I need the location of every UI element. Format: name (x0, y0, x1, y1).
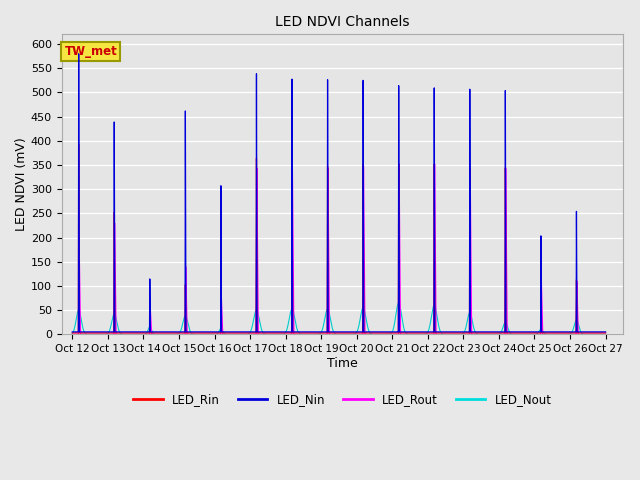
Y-axis label: LED NDVI (mV): LED NDVI (mV) (15, 137, 28, 231)
Title: LED NDVI Channels: LED NDVI Channels (275, 15, 410, 29)
X-axis label: Time: Time (327, 357, 358, 370)
Text: TW_met: TW_met (65, 45, 117, 58)
Legend: LED_Rin, LED_Nin, LED_Rout, LED_Nout: LED_Rin, LED_Nin, LED_Rout, LED_Nout (129, 388, 556, 411)
